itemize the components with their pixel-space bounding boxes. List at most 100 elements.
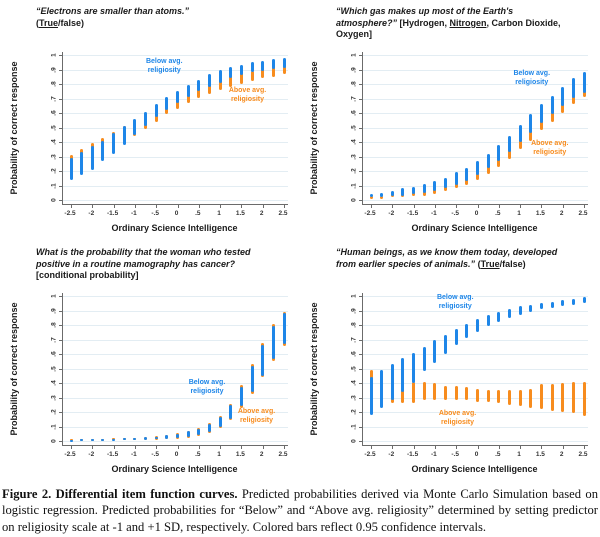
- panel-title-segment: /false): [58, 17, 85, 28]
- x-axis-title: Ordinary Science Intelligence: [111, 223, 238, 233]
- ci-bar-above-avg: [218, 78, 222, 90]
- ci-bar-below-avg: [571, 298, 575, 305]
- x-tick-label: 0: [474, 210, 479, 217]
- gridline: [63, 397, 288, 399]
- y-tick-mark: [59, 310, 63, 312]
- ci-bar-above-avg: [454, 385, 458, 401]
- x-tick-mark: [520, 445, 522, 449]
- ci-bar-above-avg: [529, 127, 533, 141]
- y-tick-mark: [59, 98, 63, 100]
- caption-segment: Predicted probabilities derived via Mont…: [2, 487, 599, 534]
- ci-bar-below-avg: [101, 140, 105, 161]
- legend-line: religiosity: [515, 78, 549, 86]
- ci-bar-below-avg: [433, 339, 437, 363]
- y-tick-mark: [359, 69, 363, 71]
- x-tick-mark: [541, 445, 543, 449]
- y-axis-title: Probability of correct response: [9, 302, 19, 436]
- ci-bar-below-avg: [218, 417, 222, 427]
- legend-line: Above avg.: [531, 139, 569, 147]
- y-tick-mark: [59, 441, 63, 442]
- y-tick-label: .5: [50, 365, 58, 372]
- ci-bar-below-avg: [144, 437, 148, 440]
- ci-bar-below-avg: [218, 69, 222, 83]
- panel-title-segment: “Human beings, as we know them today, de…: [336, 247, 558, 269]
- ci-bar-above-avg: [476, 171, 479, 180]
- x-tick-label: -1: [431, 451, 437, 458]
- legend-line: Below avg.: [145, 57, 183, 65]
- x-tick-mark: [71, 204, 72, 208]
- x-tick-mark: [134, 445, 136, 449]
- x-tick-mark: [198, 204, 200, 208]
- legend-above-avg: Above avg. religiosity: [439, 409, 476, 427]
- ci-bar-below-avg: [507, 309, 511, 318]
- ci-bar-below-avg: [271, 59, 275, 70]
- ci-bar-below-avg: [561, 300, 565, 307]
- x-tick-label: 2.5: [278, 210, 288, 217]
- x-tick-label: 1.5: [235, 451, 245, 458]
- y-tick-label: .8: [350, 81, 358, 87]
- x-tick-label: -2: [388, 451, 395, 458]
- ci-bar-below-avg: [122, 438, 126, 441]
- x-tick-mark: [92, 445, 94, 449]
- y-tick-mark: [359, 383, 363, 384]
- y-axis-title: Probability of correct response: [309, 61, 319, 195]
- panel-title-segment: True: [39, 17, 59, 28]
- y-tick-mark: [59, 426, 63, 428]
- panel-title-segment: Nitrogen: [449, 17, 487, 28]
- x-tick-mark: [477, 445, 479, 449]
- gridline: [63, 383, 288, 384]
- y-tick-mark: [359, 426, 363, 428]
- legend-line: religiosity: [533, 148, 567, 156]
- panel-title-segment: (: [36, 17, 39, 28]
- ci-bar-below-avg: [250, 365, 254, 393]
- gridline: [363, 185, 588, 187]
- gridline: [363, 339, 588, 341]
- ci-bar-above-avg: [550, 384, 554, 411]
- gridline: [63, 339, 288, 341]
- ci-bar-below-avg: [101, 438, 105, 441]
- ci-bar-below-avg: [433, 181, 437, 192]
- ci-bar-above-avg: [401, 380, 405, 404]
- ci-bar-below-avg: [176, 433, 179, 439]
- ci-bar-below-avg: [133, 118, 137, 135]
- x-tick-label: -2: [88, 451, 95, 458]
- x-tick-label: -1.5: [406, 210, 419, 217]
- ci-bar-below-avg: [154, 104, 158, 118]
- y-tick-mark: [59, 325, 63, 326]
- y-tick-label: 1: [50, 53, 58, 57]
- ci-bar-above-avg: [518, 390, 522, 407]
- ci-bar-below-avg: [176, 91, 179, 103]
- ci-bar-below-avg: [80, 439, 84, 442]
- plot-area: Below avg. religiosity Above avg. religiosi…: [59, 293, 288, 449]
- gridline: [363, 171, 588, 172]
- x-tick-label: 2: [559, 210, 564, 217]
- y-tick-label: .4: [350, 139, 358, 145]
- y-tick-mark: [359, 142, 363, 143]
- ci-bar-above-avg: [207, 82, 211, 95]
- ci-bar-above-avg: [571, 381, 575, 414]
- x-tick-mark: [92, 204, 94, 208]
- x-tick-label: -2: [88, 210, 95, 217]
- y-tick-mark: [59, 354, 63, 355]
- x-tick-mark: [241, 445, 243, 449]
- ci-bar-below-avg: [90, 146, 94, 170]
- x-tick-mark: [156, 445, 158, 449]
- caption-segment: Figure 2. Differential item function cur…: [2, 487, 238, 501]
- y-tick-mark: [359, 412, 363, 413]
- x-tick-label: 1: [217, 451, 221, 458]
- y-tick-label: .8: [50, 322, 58, 328]
- y-tick-mark: [59, 156, 63, 158]
- ci-bar-above-avg: [271, 66, 275, 77]
- x-tick-mark: [392, 204, 394, 208]
- gridline: [63, 69, 288, 71]
- y-tick-label: .9: [50, 307, 58, 314]
- legend-line: religiosity: [190, 388, 224, 396]
- gridline: [63, 185, 288, 187]
- x-tick-label: -2: [388, 210, 395, 217]
- panel-title-segment: “Which gas makes up most of the Earth's …: [336, 6, 514, 28]
- ci-bar-below-avg: [250, 62, 254, 73]
- ci-bar-below-avg: [69, 439, 73, 442]
- ci-bar-above-avg: [197, 86, 201, 99]
- x-tick-mark: [434, 204, 436, 208]
- ci-bar-above-avg: [550, 108, 554, 122]
